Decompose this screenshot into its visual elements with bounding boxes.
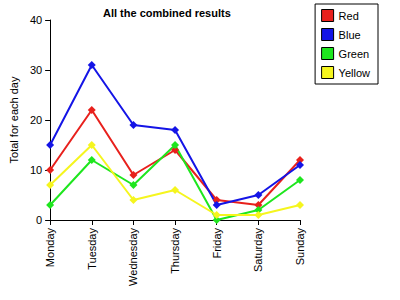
- svg-text:30: 30: [30, 64, 42, 76]
- svg-text:Tuesday: Tuesday: [86, 228, 98, 270]
- svg-text:20: 20: [30, 114, 42, 126]
- svg-text:Sunday: Sunday: [294, 228, 306, 266]
- svg-text:Total for each day: Total for each day: [8, 76, 20, 163]
- svg-text:Blue: Blue: [339, 29, 361, 41]
- svg-text:Yellow: Yellow: [339, 67, 370, 79]
- svg-text:Green: Green: [339, 48, 370, 60]
- svg-text:Friday: Friday: [211, 228, 223, 259]
- svg-text:Saturday: Saturday: [252, 228, 264, 273]
- svg-text:0: 0: [36, 214, 42, 226]
- svg-text:10: 10: [30, 164, 42, 176]
- svg-text:Wednesday: Wednesday: [127, 228, 139, 286]
- svg-text:40: 40: [30, 14, 42, 26]
- svg-text:Thursday: Thursday: [169, 228, 181, 274]
- svg-text:All the combined results: All the combined results: [103, 7, 231, 19]
- svg-text:Monday: Monday: [44, 228, 56, 268]
- svg-text:Red: Red: [339, 10, 359, 22]
